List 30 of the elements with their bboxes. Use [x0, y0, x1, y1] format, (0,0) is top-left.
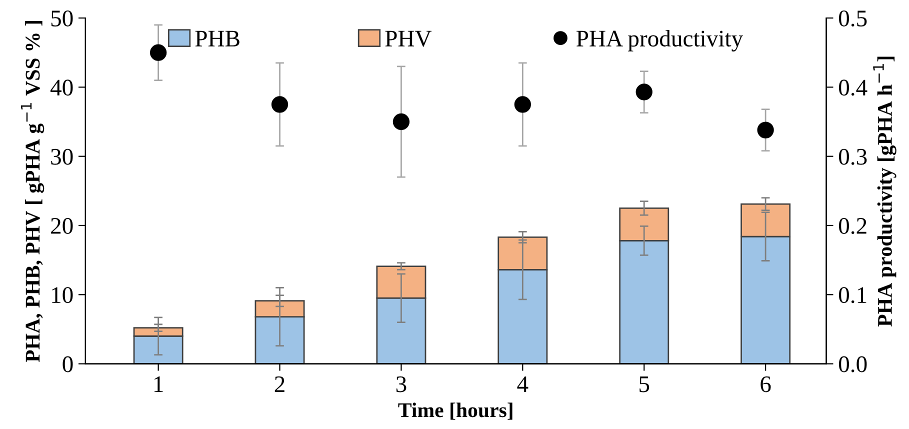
- point: [150, 44, 167, 61]
- y2-axis-title: PHA productivity [gPHA h$^{−1}$]: [873, 56, 896, 326]
- legend-label: PHA productivity: [576, 30, 743, 52]
- legend-label: PHV: [385, 30, 432, 47]
- point: [271, 96, 288, 113]
- y-axis-title: PHA, PHB, PHV [ gPHA g$^{−1}$ VSS % ]: [20, 21, 44, 362]
- x-tick-label: 5: [640, 376, 650, 392]
- y2-tick-label: 0.2: [838, 218, 866, 234]
- x-tick-label: 3: [396, 376, 406, 392]
- point: [392, 113, 410, 130]
- y2-tick-label: 0.3: [838, 148, 867, 165]
- y-tick-label: 10: [52, 287, 73, 304]
- point: [757, 122, 774, 138]
- y-tick-label: 0: [62, 356, 73, 372]
- x-axis-title: Time [hours]: [398, 402, 512, 420]
- y-tick-label: 50: [51, 10, 73, 26]
- y2-tick-label: 0.5: [838, 10, 867, 27]
- legend-label: PHB: [195, 30, 240, 46]
- x-tick-label: 6: [760, 376, 771, 392]
- y-tick-label: 30: [51, 148, 73, 165]
- x-tick-label: 4: [517, 376, 528, 392]
- point: [514, 96, 531, 113]
- y2-tick-label: 0.4: [838, 80, 868, 96]
- y-tick-label: 40: [50, 80, 73, 96]
- y-tick-label: 20: [51, 218, 73, 234]
- point: [636, 84, 652, 100]
- x-tick-label: 2: [274, 376, 284, 392]
- y2-tick-label: 0.0: [838, 356, 867, 372]
- x-tick-label: 1: [154, 376, 163, 392]
- y2-tick-label: 0.1: [838, 287, 866, 304]
